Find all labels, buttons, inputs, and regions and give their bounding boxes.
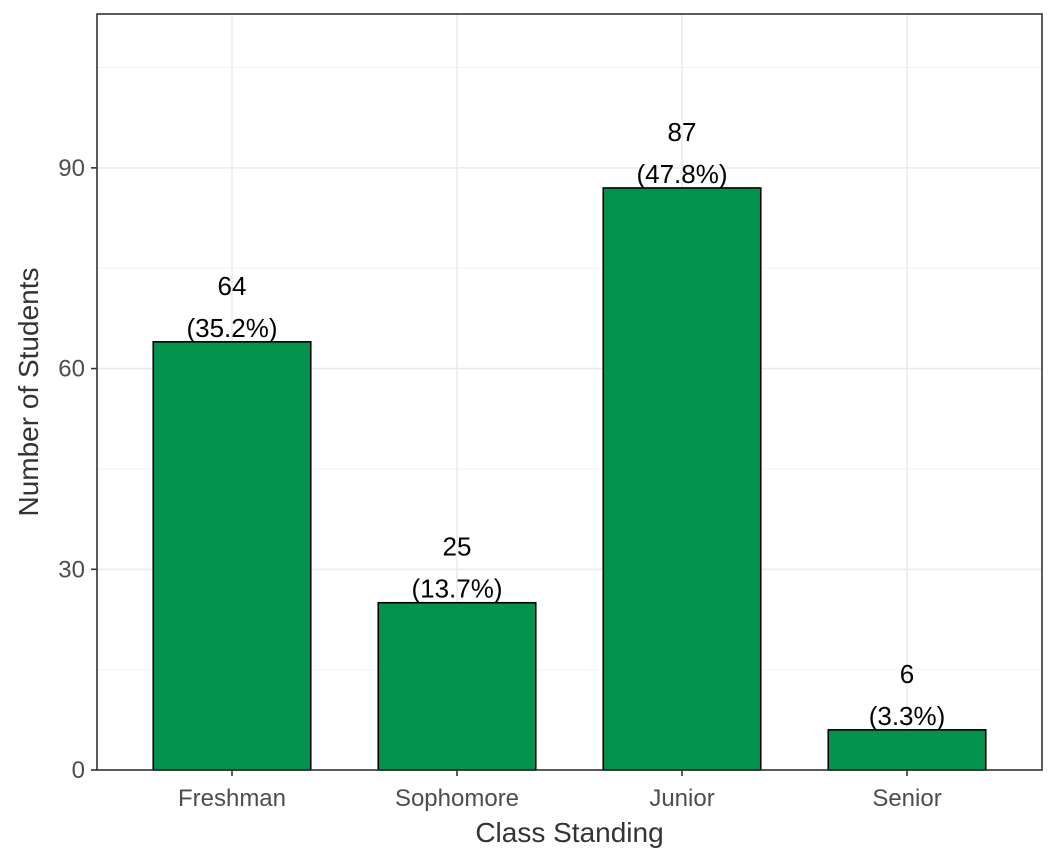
x-tick-label: Junior: [649, 785, 714, 812]
x-axis-title: Class Standing: [475, 817, 663, 848]
x-tick-label: Sophomore: [395, 785, 519, 812]
x-tick-label: Freshman: [178, 785, 286, 812]
axes-layer: 0 30 60 90 Freshman Sophomore Junior Senior: [58, 155, 941, 812]
y-tick-label: 30: [58, 556, 85, 583]
data-labels-layer: 64 (35.2%) 25 (13.7%) 87 (47.8%) 6 (3.3%): [186, 117, 945, 731]
y-tick-label: 0: [72, 757, 85, 784]
bar-freshman: [152, 341, 312, 771]
data-label-percent: (35.2%): [186, 313, 277, 343]
data-label-percent: (13.7%): [411, 574, 502, 604]
data-label-percent: (3.3%): [869, 701, 946, 731]
bar-sophomore: [377, 601, 537, 771]
data-label-count: 87: [668, 117, 697, 147]
y-tick-label: 90: [58, 155, 85, 182]
data-label-count: 6: [900, 659, 914, 689]
bar-junior: [602, 187, 762, 771]
y-tick-label: 60: [58, 356, 85, 383]
bars-layer: [152, 187, 987, 771]
data-label-count: 64: [218, 271, 247, 301]
data-label-count: 25: [443, 532, 472, 562]
data-label-percent: (47.8%): [636, 159, 727, 189]
plot-panel-border: [96, 13, 1043, 771]
bar-senior: [827, 729, 987, 771]
y-axis-title: Number of Students: [13, 267, 44, 516]
x-tick-label: Senior: [872, 785, 941, 812]
